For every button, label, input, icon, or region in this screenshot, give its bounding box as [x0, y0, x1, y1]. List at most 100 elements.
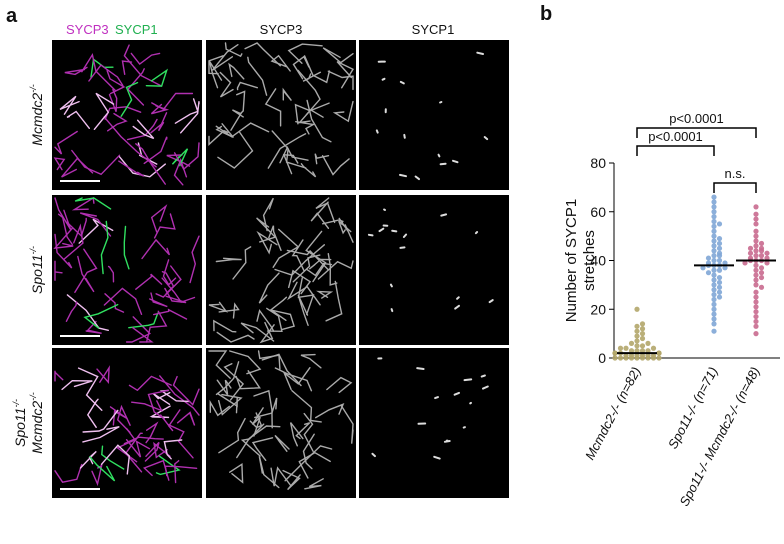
data-point — [711, 194, 717, 200]
chromosome — [482, 385, 489, 390]
data-point — [753, 323, 759, 329]
chromosome — [152, 391, 171, 405]
data-point — [645, 340, 651, 346]
chromosome — [123, 225, 130, 270]
chromosome — [118, 160, 145, 177]
chromosome — [215, 361, 240, 396]
chromosome — [256, 217, 277, 243]
row-label-sup: -/- — [11, 399, 21, 408]
header: SYCP1 — [412, 22, 455, 37]
chromosome — [389, 283, 393, 288]
chromosome — [332, 100, 354, 123]
chromosome — [291, 389, 322, 423]
data-point — [747, 250, 754, 256]
chromosome — [294, 102, 330, 125]
chromosome — [163, 439, 183, 460]
chromosome — [298, 451, 331, 479]
data-point — [650, 352, 657, 359]
data-point — [634, 338, 640, 344]
chromosome — [66, 110, 90, 129]
chromosome — [208, 350, 231, 379]
chromosome — [167, 423, 194, 459]
data-point — [716, 284, 723, 290]
data-point — [711, 292, 717, 298]
data-point — [634, 328, 640, 334]
chromosome — [143, 136, 168, 165]
chromosome — [189, 235, 200, 284]
chromosome — [232, 246, 252, 280]
data-point — [753, 277, 759, 283]
chromosome — [270, 466, 292, 487]
data-point — [711, 282, 717, 288]
chromosome — [454, 304, 460, 310]
chromosome — [456, 296, 460, 300]
data-point — [639, 331, 646, 337]
data-point — [716, 274, 723, 281]
chromosome — [297, 69, 321, 116]
chromosome — [77, 367, 103, 411]
significance-bracket — [713, 182, 757, 193]
data-point — [623, 352, 629, 359]
chromosome — [66, 217, 87, 238]
chromosome — [109, 406, 128, 426]
chromosome — [223, 363, 245, 401]
data-point — [716, 235, 723, 242]
chromosome — [295, 121, 316, 135]
data-point — [711, 316, 717, 322]
chromosome — [180, 101, 200, 134]
chromosome — [172, 375, 200, 406]
row-label-sup: -/- — [28, 392, 38, 401]
chromosome — [85, 320, 102, 334]
micrograph — [206, 195, 356, 345]
chromosome — [256, 308, 275, 332]
data-point — [753, 272, 759, 278]
chromosome — [305, 262, 333, 277]
data-point — [711, 296, 717, 303]
panel-label: b — [540, 3, 552, 25]
data-point — [711, 228, 717, 234]
chromosome — [381, 77, 386, 81]
data-point — [716, 267, 723, 273]
data-point — [753, 282, 759, 288]
data-point — [634, 352, 640, 359]
panel-label: a — [6, 5, 18, 27]
data-point — [742, 260, 748, 266]
chromosome — [71, 149, 121, 176]
data-point — [716, 257, 723, 264]
data-point — [634, 333, 640, 339]
data-point — [705, 255, 712, 261]
chromosome — [300, 353, 322, 369]
data-point — [645, 352, 651, 359]
row-label-gene: Mcmdc2 — [29, 401, 45, 454]
data-point — [753, 313, 759, 320]
chromosome — [254, 397, 278, 419]
data-point — [639, 352, 646, 359]
chromosome — [171, 148, 189, 167]
data-point — [645, 348, 651, 354]
chromosome — [74, 197, 112, 210]
data-point — [711, 223, 717, 229]
chromosome — [251, 437, 274, 461]
chromosome — [488, 299, 494, 304]
chromosome — [271, 130, 307, 169]
data-point — [753, 309, 759, 315]
chromosome — [284, 445, 333, 482]
chromosome — [65, 301, 78, 322]
y-axis-label: stretches — [581, 230, 598, 291]
data-point — [753, 318, 759, 325]
chromosome — [224, 42, 243, 58]
chromosome — [78, 218, 114, 244]
chromosome — [218, 302, 240, 319]
data-point — [656, 355, 662, 361]
chromosome — [399, 173, 407, 178]
chromosome — [89, 456, 116, 482]
row-label-gene: Mcmdc2 — [29, 93, 45, 146]
data-point — [753, 211, 759, 217]
chromosome — [93, 92, 115, 130]
y-tick-label: 80 — [590, 155, 606, 171]
micrograph — [359, 40, 509, 190]
data-point — [716, 294, 723, 300]
data-point — [758, 274, 765, 281]
chromosome — [145, 310, 168, 343]
data-point — [753, 233, 759, 239]
